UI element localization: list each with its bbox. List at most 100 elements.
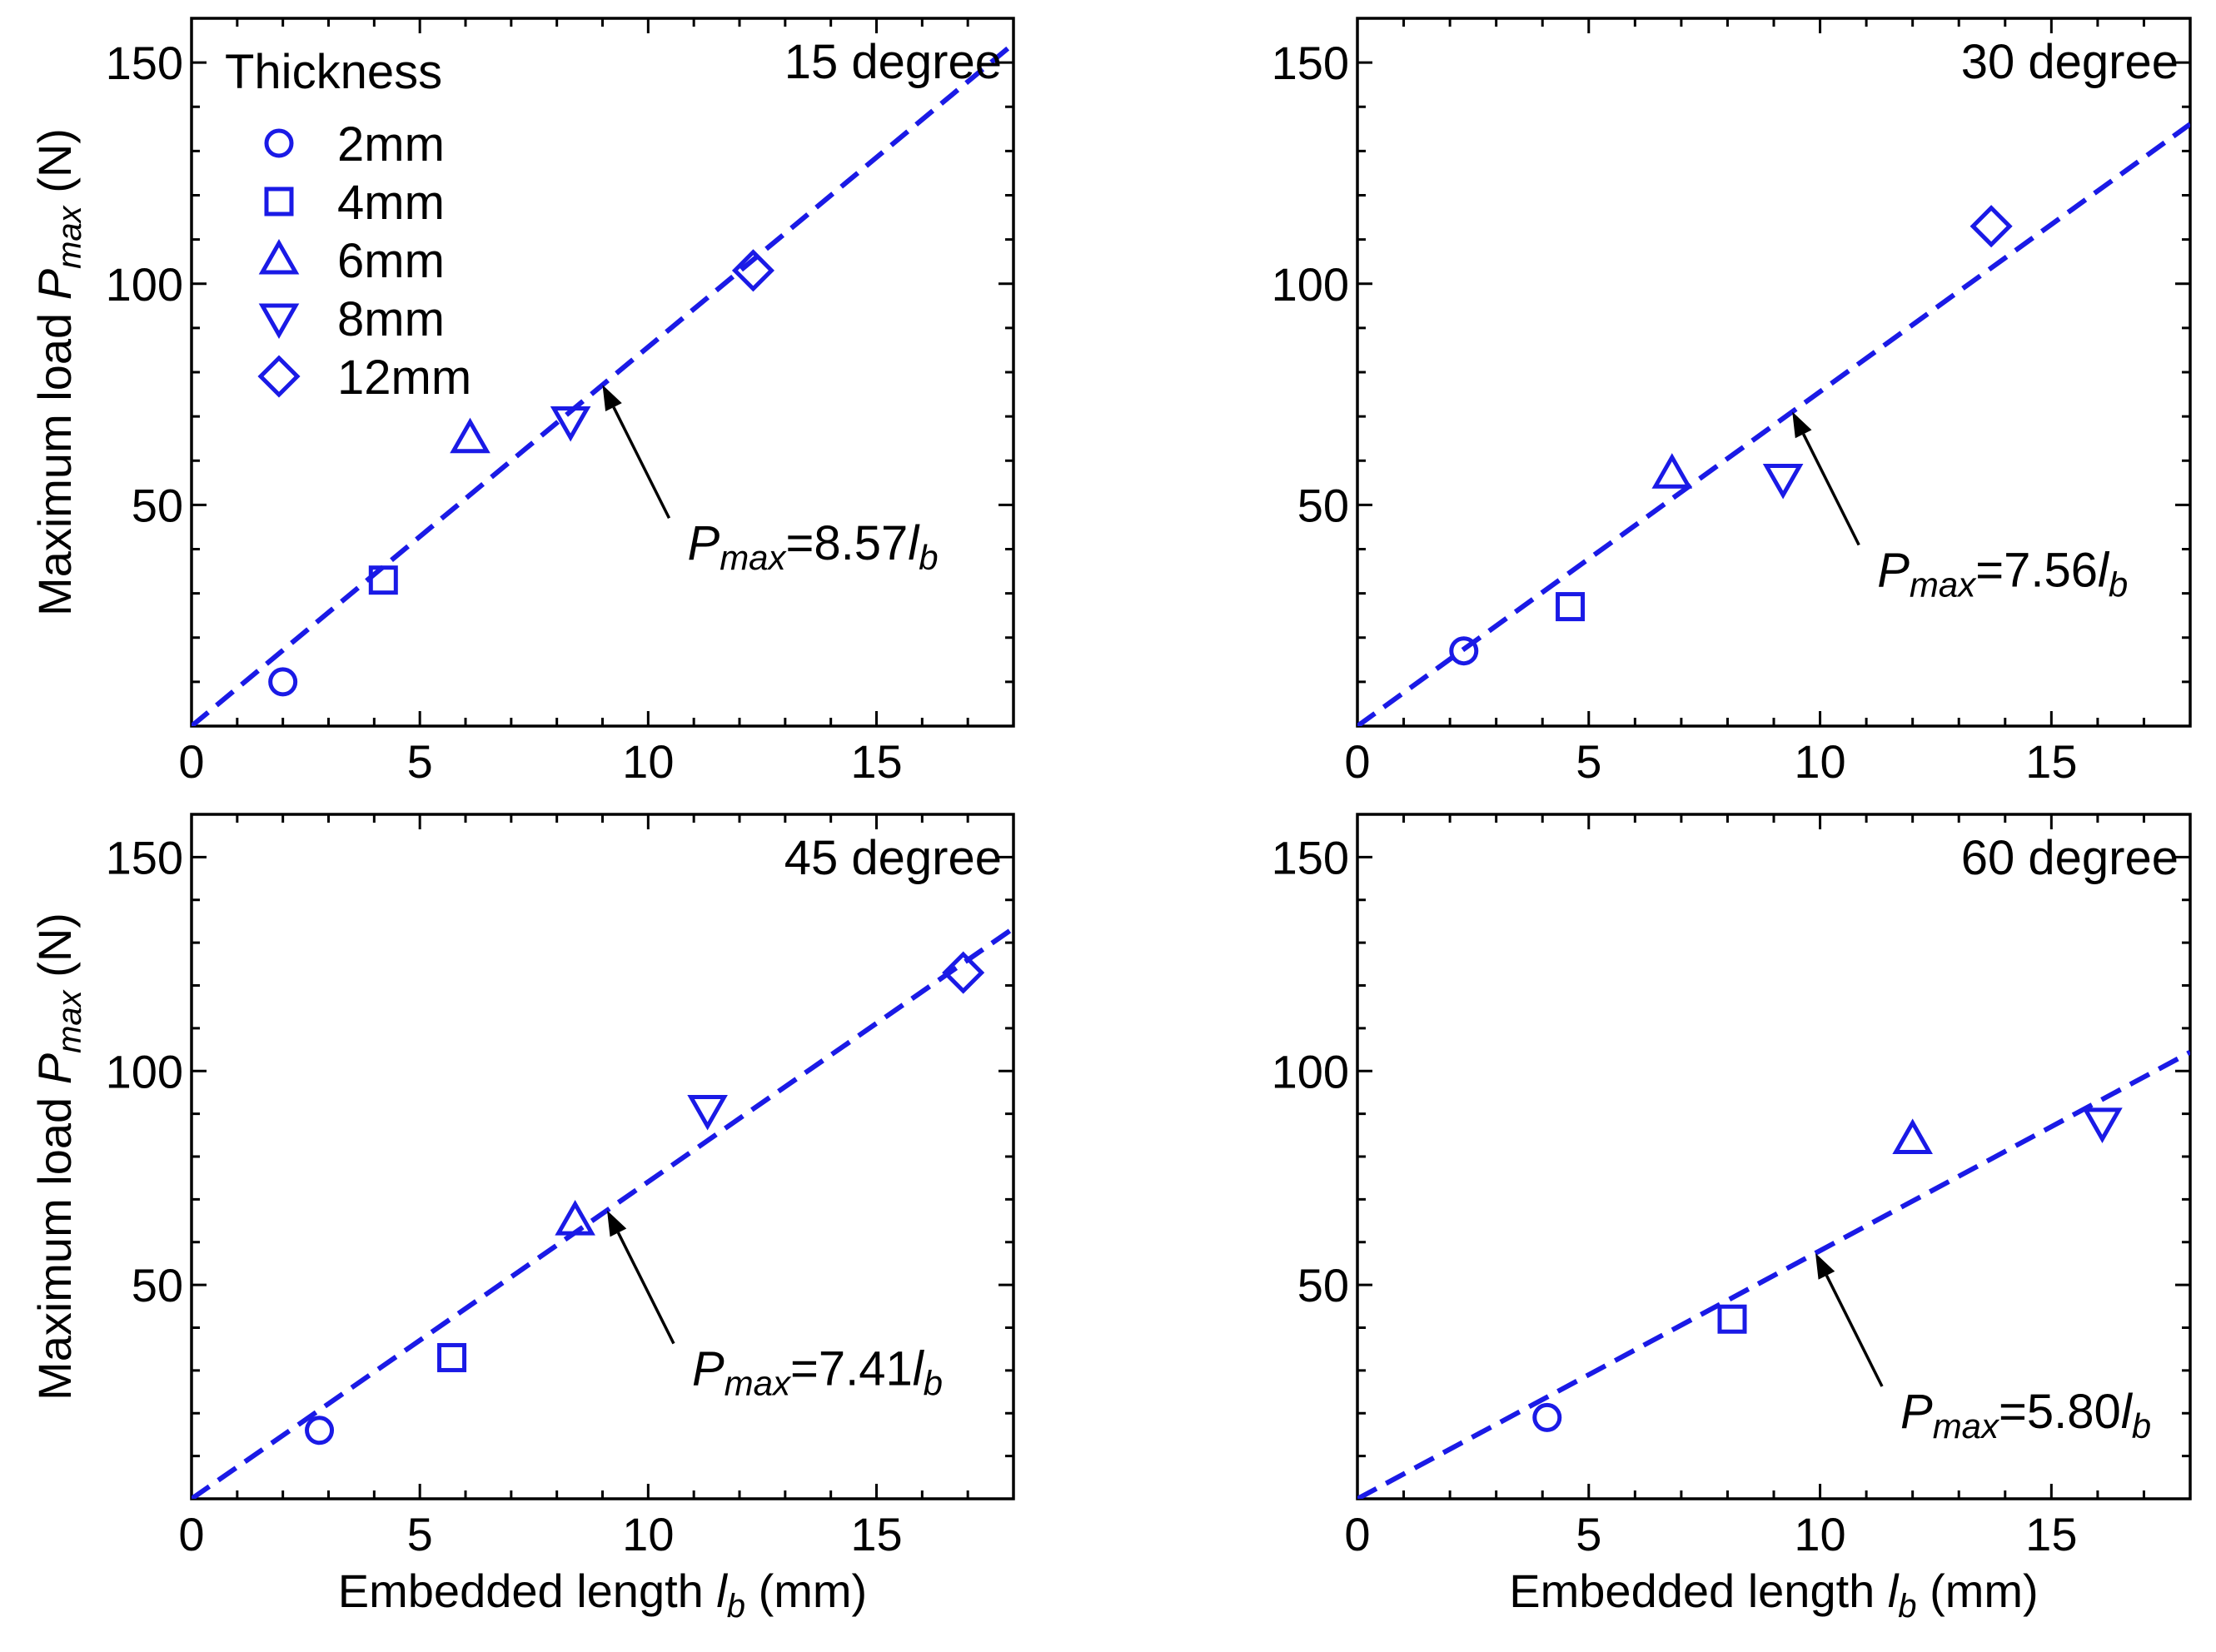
x-axis-label-main: Embedded length [338, 1565, 717, 1617]
x-tick-label: 15 [850, 1508, 902, 1560]
marker-4mm [368, 565, 398, 595]
x-axis-label-unit: (mm) [745, 1565, 867, 1617]
eq-l: l [2098, 543, 2110, 597]
y-tick-label: 100 [1272, 258, 1349, 311]
x-axis-label: Embedded length lb (mm) [338, 1565, 867, 1625]
eq-coef: =8.57 [786, 516, 909, 570]
y-tick-label: 100 [1272, 1045, 1349, 1097]
legend-title: Thickness [225, 45, 442, 99]
x-tick-label: 5 [407, 735, 433, 788]
eq-sub: max [725, 1364, 792, 1403]
eq-coef: =7.56 [1975, 543, 2098, 597]
panel-15-degree: 0 5 10 15 50 100 150 Maximum load Pmax (N) 15 de… [28, 17, 1015, 788]
legend-marker-4mm [264, 187, 294, 216]
y-tick-label: 50 [1297, 1259, 1349, 1311]
eq-p: P [692, 1342, 725, 1396]
eq-sub: max [720, 538, 787, 577]
y-axis-label-unit: (N) [28, 913, 81, 990]
marker-2mm [1449, 636, 1479, 666]
y-axis-label-unit: (N) [28, 128, 81, 206]
fit-equation: Pmax=8.57lb [688, 516, 939, 577]
marker-4mm [437, 1342, 467, 1372]
x-tick-label: 0 [1344, 735, 1370, 788]
eq-lsub: b [2132, 1406, 2151, 1446]
eq-lsub: b [2109, 565, 2128, 604]
legend-label: 8mm [337, 292, 445, 346]
eq-sub: max [1933, 1406, 2000, 1446]
arrow-line [616, 1232, 675, 1345]
y-axis-label-sub: max [52, 988, 88, 1053]
fit-line [192, 42, 1013, 726]
marker-6mm [1892, 1118, 1933, 1154]
x-tick-label: 0 [1344, 1508, 1370, 1560]
legend-marker-12mm [257, 355, 301, 398]
y-axis-label-sub: max [52, 204, 88, 269]
marker-6mm [1651, 453, 1693, 489]
y-axis-label-p: P [28, 269, 81, 300]
y-tick-label: 50 [1297, 479, 1349, 531]
panel-title: 45 degree [784, 831, 1002, 885]
x-tick-label: 0 [178, 1508, 204, 1560]
fit-line [1357, 122, 2190, 726]
x-tick-label: 5 [407, 1508, 433, 1560]
x-tick-label: 10 [1794, 735, 1845, 788]
arrow-head [1815, 1253, 1835, 1280]
y-tick-label: 150 [1272, 37, 1349, 89]
fit-equation: Pmax=7.56lb [1877, 543, 2128, 604]
x-tick-label: 10 [622, 735, 674, 788]
panel-45-degree: 0 5 10 15 50 100 150 Maximum load Pmax (N) Embed… [28, 813, 1015, 1625]
x-axis-label-sub: b [727, 1588, 745, 1625]
y-tick-label: 150 [1272, 831, 1349, 883]
marker-6mm [555, 1200, 595, 1236]
arrow-line [612, 406, 671, 520]
eq-lsub: b [924, 1364, 943, 1403]
eq-lsub: b [919, 538, 938, 577]
y-axis-label-p: P [28, 1053, 81, 1084]
y-axis-label: Maximum load Pmax (N) [28, 128, 88, 616]
eq-coef: =5.80 [1999, 1385, 2121, 1439]
x-axis-label-l: l [1888, 1565, 1900, 1617]
y-tick-label: 50 [132, 1259, 183, 1311]
x-axis-label-main: Embedded length [1509, 1565, 1888, 1617]
y-axis-label-main: Maximum load [28, 300, 81, 616]
x-tick-label: 15 [850, 735, 902, 788]
plot-frame [190, 813, 1015, 1500]
marker-8mm [1762, 464, 1804, 500]
eq-p: P [1900, 1385, 1933, 1439]
y-tick-label: 50 [132, 479, 183, 531]
y-tick-label: 100 [106, 258, 183, 311]
panel-title: 60 degree [1961, 831, 2179, 885]
y-tick-label: 150 [106, 831, 183, 883]
y-tick-label: 100 [106, 1045, 183, 1097]
panel-title: 30 degree [1961, 35, 2179, 89]
legend-label: 2mm [337, 117, 445, 172]
arrow-line [1825, 1275, 1884, 1387]
legend-label: 6mm [337, 234, 445, 288]
arrow-head [1792, 411, 1812, 439]
arrow-head [602, 385, 622, 411]
x-tick-label: 0 [178, 735, 204, 788]
plot-frame [190, 17, 1015, 728]
eq-sub: max [1910, 565, 1977, 604]
marker-8mm [2082, 1107, 2123, 1143]
arrow-head [606, 1210, 627, 1237]
x-tick-label: 15 [2025, 1508, 2077, 1560]
marker-4mm [1717, 1304, 1747, 1334]
plot-frame [1356, 17, 2192, 728]
eq-l: l [913, 1342, 925, 1396]
x-tick-label: 10 [1794, 1508, 1845, 1560]
eq-l: l [908, 516, 920, 570]
x-axis-label: Embedded length lb (mm) [1509, 1565, 2038, 1625]
legend-label: 4mm [337, 176, 445, 230]
marker-8mm [550, 406, 591, 442]
y-axis-label: Maximum load Pmax (N) [28, 913, 88, 1401]
eq-coef: =7.41 [790, 1342, 913, 1396]
legend-marker-6mm [258, 238, 300, 275]
marker-4mm [1556, 592, 1586, 622]
fit-equation: Pmax=7.41lb [692, 1342, 943, 1403]
y-axis-label-main: Maximum load [28, 1084, 81, 1401]
marker-6mm [450, 417, 491, 454]
